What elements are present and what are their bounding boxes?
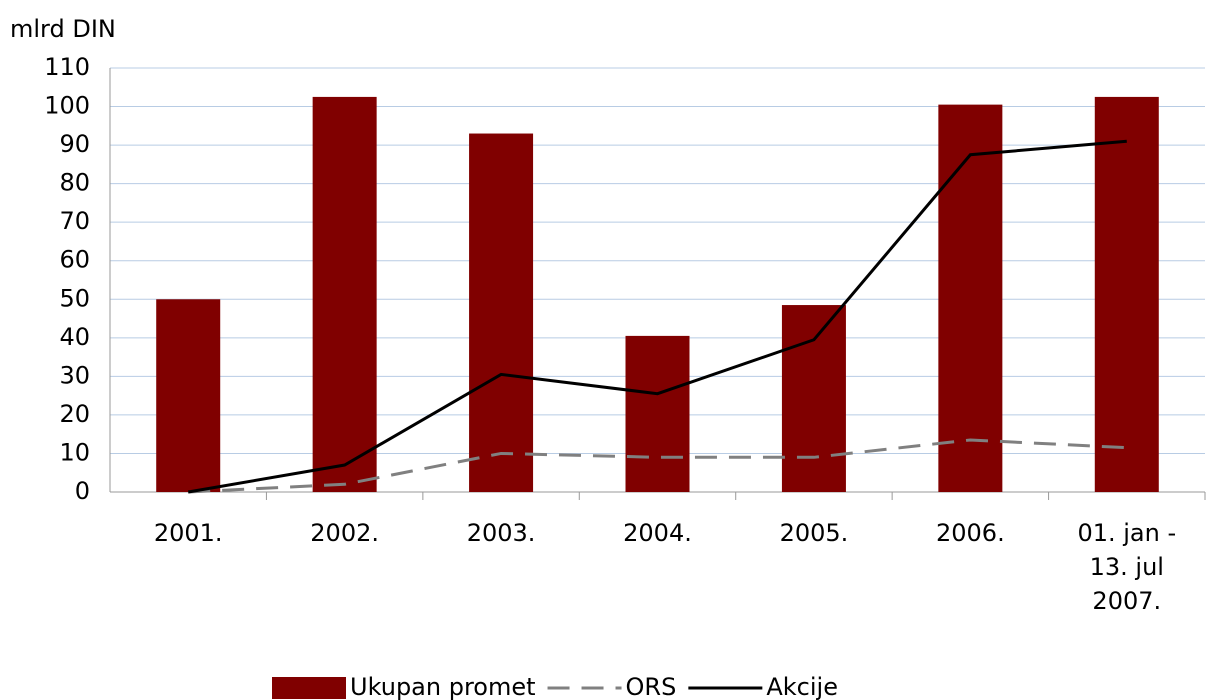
y-tick-label: 10 [59,438,90,466]
x-tick-label: 2001. [153,519,223,547]
x-tick-label: 2002. [310,519,379,547]
x-tick-label: 2005. [779,519,849,547]
y-tick-label: 70 [59,207,90,235]
bar [312,96,377,492]
y-tick-label: 90 [59,130,90,158]
x-tick-label: 2006. [935,519,1005,547]
y-tick-label: 40 [59,323,90,351]
line-series [187,139,1127,494]
x-tick-label: 2003. [466,519,536,547]
y-tick-label: 100 [44,92,90,120]
y-tick-label: 20 [59,400,90,428]
legend-label: ORS [626,673,677,700]
y-tick-label: 50 [59,284,90,312]
y-tick-label: 0 [75,477,90,505]
legend-swatch [272,677,346,699]
line-series [188,438,1127,494]
x-tick-label: 01. jan - 13. jul 2007. [1077,519,1177,615]
x-tick-label: 2004. [623,519,692,547]
bar [469,133,534,492]
y-axis-label: mlrd DIN [10,15,116,43]
bar [625,335,690,492]
y-tick-label: 30 [59,361,90,389]
bar [781,305,846,492]
y-tick-label: 80 [59,169,90,197]
y-tick-label: 110 [44,53,90,81]
bar [1094,96,1159,492]
bar [156,299,221,492]
bar [938,104,1003,493]
legend-label: Akcije [766,673,838,700]
legend-label: Ukupan promet [350,673,536,700]
y-tick-label: 60 [59,246,90,274]
